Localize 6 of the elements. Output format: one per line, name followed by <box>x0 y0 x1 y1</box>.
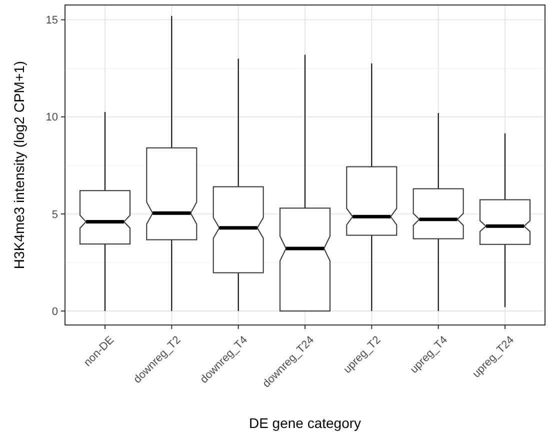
y-tick-label: 15 <box>46 14 58 27</box>
y-tick-label: 5 <box>52 208 58 221</box>
y-axis-title: H3K4me3 intensity (log2 CPM+1) <box>11 60 27 270</box>
y-tick-label: 10 <box>46 112 58 124</box>
x-axis-title: DE gene category <box>248 415 362 431</box>
y-tick-label: 0 <box>52 306 58 318</box>
